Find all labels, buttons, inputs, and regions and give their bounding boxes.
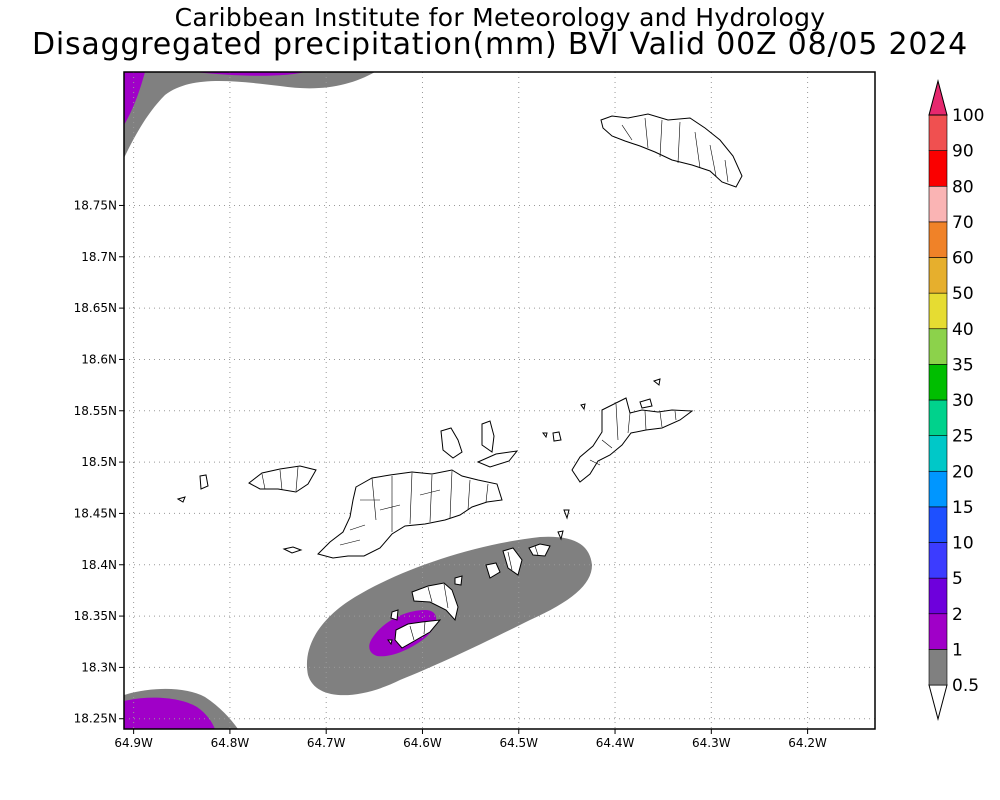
colorbar-level-label: 100	[952, 106, 984, 126]
parish-boundaries	[261, 117, 729, 641]
lon-tick-label: 64.3W	[692, 736, 731, 750]
colorbar-segment	[928, 577, 948, 615]
colorbar-segment	[928, 684, 948, 721]
colorbar-level-label: 60	[952, 249, 974, 269]
colorbar-segment	[928, 435, 948, 472]
colorbar-segment	[928, 399, 948, 436]
colorbar-segment	[928, 114, 948, 151]
precip-area-northwest-purple	[124, 72, 145, 125]
lat-tick-label: 18.3N	[81, 660, 117, 674]
island-prickly-pear	[639, 398, 653, 409]
colorbar-segment	[928, 292, 948, 330]
colorbar-level-label: 70	[952, 213, 974, 233]
island-dead-chest	[454, 575, 463, 586]
island-dog-2	[542, 432, 548, 439]
island-salt	[485, 562, 501, 579]
lat-tick-label: 18.55N	[74, 404, 117, 418]
lon-tick-label: 64.5W	[499, 736, 538, 750]
precip-area-southwest-purple	[124, 697, 215, 729]
colorbar-segment	[928, 649, 948, 686]
longitude-axis: 64.9W 64.8W 64.7W 64.6W 64.5W 64.4W 64.3W 64.2W	[114, 729, 827, 750]
island-anegada	[600, 113, 743, 188]
colorbar-level-label: 2	[952, 605, 963, 625]
map-title: Caribbean Institute for Meteorology and …	[174, 3, 826, 32]
island-necker	[652, 378, 661, 386]
colorbar-level-label: 20	[952, 462, 974, 482]
colorbar-segment	[928, 221, 948, 258]
colorbar-segment	[928, 150, 948, 187]
colorbar-segment	[928, 257, 948, 294]
lat-tick-label: 18.65N	[74, 301, 117, 315]
lat-tick-label: 18.35N	[74, 609, 117, 623]
lon-tick-label: 64.8W	[211, 736, 250, 750]
lon-tick-label: 64.6W	[403, 736, 442, 750]
colorbar-level-label: 25	[952, 427, 974, 447]
island-jost-van-dyke	[248, 465, 317, 493]
island-norman	[394, 619, 442, 649]
colorbar-segment	[928, 79, 948, 116]
colorbar-level-label: 80	[952, 177, 974, 197]
island-fallen-jerusalem	[563, 509, 570, 520]
lat-tick-label: 18.25N	[74, 712, 117, 726]
lon-tick-label: 64.4W	[596, 736, 635, 750]
colorbar-level-label: 90	[952, 142, 974, 162]
lon-tick-label: 64.2W	[788, 736, 827, 750]
grid-lines	[124, 72, 875, 729]
island-outlines	[176, 113, 743, 649]
lon-tick-label: 64.9W	[114, 736, 153, 750]
island-flanagan	[390, 609, 399, 621]
island-great-camanoe	[440, 427, 463, 459]
latitude-axis: 18.75N 18.7N 18.65N 18.6N 18.55N 18.5N 18.45N 1…	[74, 198, 124, 726]
island-cooper	[502, 547, 523, 576]
colorbar-level-label: 40	[952, 320, 974, 340]
lat-tick-label: 18.5N	[81, 455, 117, 469]
island-round-rock	[557, 530, 564, 541]
colorbar-segment	[928, 328, 948, 365]
island-beef-east	[476, 450, 519, 468]
lat-tick-label: 18.7N	[81, 250, 117, 264]
map-subtitle: Disaggregated precipitation(mm) BVI Vali…	[31, 27, 969, 62]
plot-frame	[123, 71, 876, 730]
lat-tick-label: 18.45N	[74, 506, 117, 520]
colorbar-level-label: 50	[952, 284, 974, 304]
precip-shading	[124, 72, 592, 729]
colorbar-level-label: 5	[952, 569, 963, 589]
colorbar-segment	[928, 364, 948, 401]
island-guana	[481, 420, 495, 453]
island-great-thatch	[282, 546, 303, 554]
island-little-thatch	[176, 496, 186, 503]
island-pelican	[387, 639, 393, 646]
colorbar-level-label: 35	[952, 355, 974, 375]
colorbar-segment	[928, 470, 948, 508]
colorbar-segment	[928, 613, 948, 650]
island-virgin-gorda	[571, 397, 694, 483]
island-peter	[411, 582, 459, 622]
island-dog-1	[552, 431, 562, 442]
lat-tick-label: 18.6N	[81, 352, 117, 366]
lat-tick-label: 18.75N	[74, 198, 117, 212]
colorbar-level-label: 0.5	[952, 676, 979, 696]
colorbar-segment	[928, 542, 948, 579]
colorbar-level-label: 15	[952, 498, 974, 518]
colorbar-level-label: 30	[952, 391, 974, 411]
lat-tick-label: 18.4N	[81, 558, 117, 572]
colorbar-segment	[928, 185, 948, 223]
island-west-cay	[199, 474, 209, 490]
island-ginger	[528, 543, 551, 557]
precip-area-northwest-gray	[124, 72, 375, 158]
colorbar-level-label: 1	[952, 640, 963, 660]
lon-tick-label: 64.7W	[307, 736, 346, 750]
precip-area-north-purple-sliver	[195, 72, 305, 76]
colorbar-segment	[928, 506, 948, 543]
island-mosquito	[580, 403, 586, 411]
island-tortola	[317, 469, 503, 559]
colorbar-level-label: 10	[952, 534, 974, 554]
